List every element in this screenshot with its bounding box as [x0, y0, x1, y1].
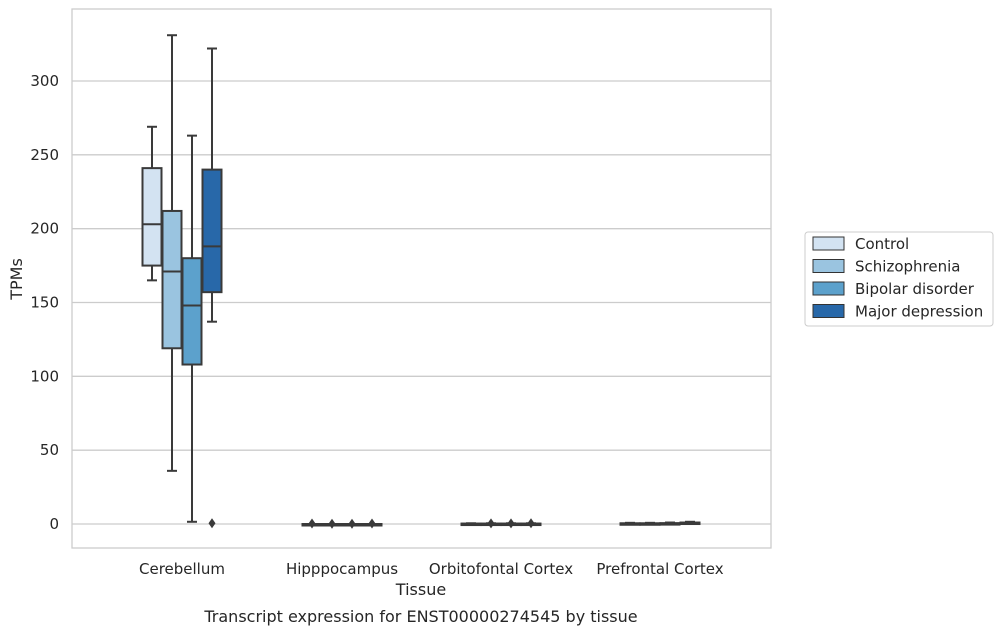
legend-label: Control: [855, 235, 909, 253]
outlier-point: [368, 518, 376, 529]
chart-caption: Transcript expression for ENST0000027454…: [203, 607, 637, 626]
outlier-point: [527, 518, 535, 529]
box-plot-marks: [141, 34, 701, 529]
legend-frame: [804, 231, 994, 327]
legend-swatch: [812, 236, 845, 251]
y-tick-label: 200: [30, 220, 59, 238]
legend-label: Bipolar disorder: [855, 280, 975, 298]
y-axis-label: TPMs: [7, 258, 26, 301]
y-tick-label: 0: [49, 515, 59, 533]
legend-swatch: [812, 281, 845, 296]
y-axis-ticks: 0 50 100 150 200 250 300: [30, 72, 59, 533]
legend-label: Schizophrenia: [855, 258, 960, 276]
outlier-point: [208, 518, 216, 529]
box-iqr: [141, 167, 163, 267]
x-tick-label: Cerebellum: [139, 560, 225, 578]
outlier-point: [487, 518, 495, 529]
x-tick-label: Hipppocampus: [286, 560, 398, 578]
y-tick-label: 150: [30, 294, 59, 312]
x-axis-label: Tissue: [395, 580, 446, 599]
y-tick-label: 300: [30, 72, 59, 90]
legend-swatch: [812, 259, 845, 273]
outlier-point: [328, 518, 336, 529]
legend-swatch: [812, 304, 845, 318]
outlier-point: [507, 518, 515, 529]
y-tick-label: 100: [30, 367, 59, 385]
y-tick-label: 250: [30, 146, 59, 164]
x-tick-label: Orbitofontal Cortex: [429, 560, 573, 578]
box-iqr: [181, 257, 203, 366]
box-iqr: [161, 209, 183, 350]
x-tick-label: Prefrontal Cortex: [596, 560, 723, 578]
x-axis-ticks: Cerebellum Hipppocampus Orbitofontal Corte…: [139, 560, 724, 578]
plot-area-frame: [71, 8, 772, 549]
legend: Control Schizophrenia Bipolar disorder Majo…: [804, 231, 994, 327]
legend-label: Major depression: [855, 303, 983, 321]
outlier-point: [348, 518, 356, 529]
box-iqr: [201, 168, 223, 294]
outlier-point: [308, 518, 316, 529]
y-tick-label: 50: [40, 441, 59, 459]
